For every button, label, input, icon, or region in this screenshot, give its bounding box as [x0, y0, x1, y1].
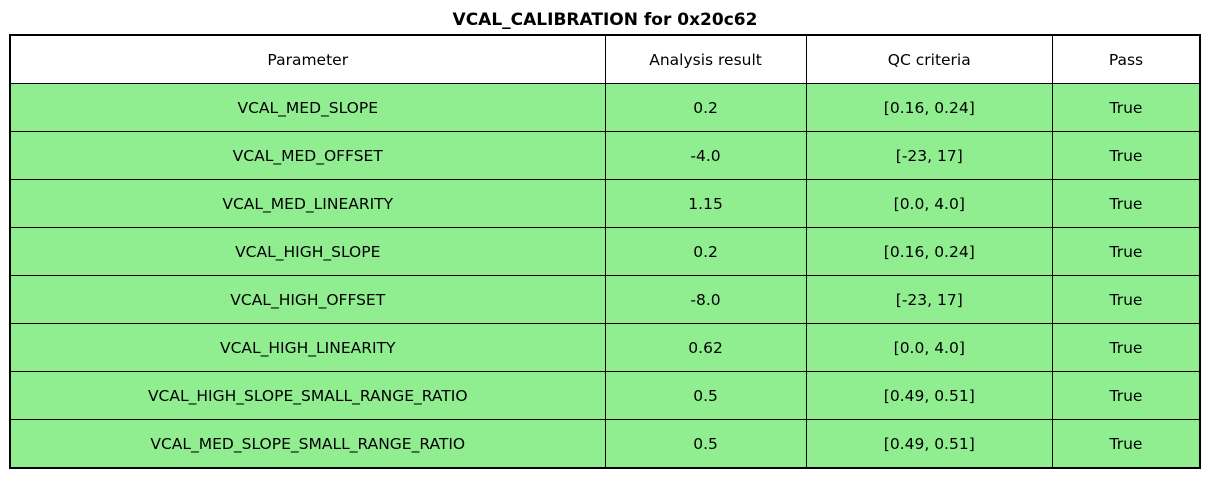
cell-parameter: VCAL_HIGH_SLOPE: [9, 227, 606, 276]
cell-analysis-result: 0.2: [604, 83, 807, 132]
cell-parameter: VCAL_MED_SLOPE: [9, 83, 606, 132]
cell-analysis-result: 0.62: [604, 323, 807, 372]
cell-qc-criteria: [0.16, 0.24]: [805, 227, 1053, 276]
column-header-qc-criteria: QC criteria: [805, 34, 1053, 84]
cell-pass: True: [1051, 371, 1201, 420]
cell-qc-criteria: [0.49, 0.51]: [805, 371, 1053, 420]
table-row: VCAL_MED_SLOPE_SMALL_RANGE_RATIO 0.5 [0.…: [9, 419, 1201, 469]
cell-parameter: VCAL_HIGH_SLOPE_SMALL_RANGE_RATIO: [9, 371, 606, 420]
header-row: Parameter Analysis result QC criteria Pa…: [9, 34, 1201, 84]
cell-parameter: VCAL_HIGH_LINEARITY: [9, 323, 606, 372]
cell-pass: True: [1051, 323, 1201, 372]
cell-pass: True: [1051, 179, 1201, 228]
column-header-analysis-result: Analysis result: [604, 34, 807, 84]
cell-qc-criteria: [0.0, 4.0]: [805, 323, 1053, 372]
page-title: VCAL_CALIBRATION for 0x20c62: [452, 10, 758, 30]
cell-qc-criteria: [-23, 17]: [805, 275, 1053, 324]
cell-pass: True: [1051, 419, 1201, 469]
cell-analysis-result: 0.2: [604, 227, 807, 276]
cell-analysis-result: 0.5: [604, 371, 807, 420]
cell-pass: True: [1051, 275, 1201, 324]
cell-qc-criteria: [0.16, 0.24]: [805, 83, 1053, 132]
cell-analysis-result: 1.15: [604, 179, 807, 228]
cell-parameter: VCAL_HIGH_OFFSET: [9, 275, 606, 324]
table-header: Parameter Analysis result QC criteria Pa…: [9, 34, 1201, 84]
cell-pass: True: [1051, 227, 1201, 276]
table-row: VCAL_MED_LINEARITY 1.15 [0.0, 4.0] True: [9, 179, 1201, 228]
cell-parameter: VCAL_MED_OFFSET: [9, 131, 606, 180]
table-row: VCAL_HIGH_LINEARITY 0.62 [0.0, 4.0] True: [9, 323, 1201, 372]
table-row: VCAL_MED_OFFSET -4.0 [-23, 17] True: [9, 131, 1201, 180]
column-header-pass: Pass: [1051, 34, 1201, 84]
cell-analysis-result: -4.0: [604, 131, 807, 180]
table-row: VCAL_MED_SLOPE 0.2 [0.16, 0.24] True: [9, 83, 1201, 132]
cell-qc-criteria: [0.0, 4.0]: [805, 179, 1053, 228]
cell-qc-criteria: [0.49, 0.51]: [805, 419, 1053, 469]
qc-results-table: Parameter Analysis result QC criteria Pa…: [9, 34, 1201, 469]
table-row: VCAL_HIGH_SLOPE_SMALL_RANGE_RATIO 0.5 [0…: [9, 371, 1201, 420]
cell-analysis-result: -8.0: [604, 275, 807, 324]
table-row: VCAL_HIGH_OFFSET -8.0 [-23, 17] True: [9, 275, 1201, 324]
cell-parameter: VCAL_MED_SLOPE_SMALL_RANGE_RATIO: [9, 419, 606, 469]
cell-qc-criteria: [-23, 17]: [805, 131, 1053, 180]
table-body: VCAL_MED_SLOPE 0.2 [0.16, 0.24] True VCA…: [9, 83, 1201, 469]
column-header-parameter: Parameter: [9, 34, 606, 84]
cell-parameter: VCAL_MED_LINEARITY: [9, 179, 606, 228]
cell-pass: True: [1051, 131, 1201, 180]
table-row: VCAL_HIGH_SLOPE 0.2 [0.16, 0.24] True: [9, 227, 1201, 276]
cell-pass: True: [1051, 83, 1201, 132]
cell-analysis-result: 0.5: [604, 419, 807, 469]
